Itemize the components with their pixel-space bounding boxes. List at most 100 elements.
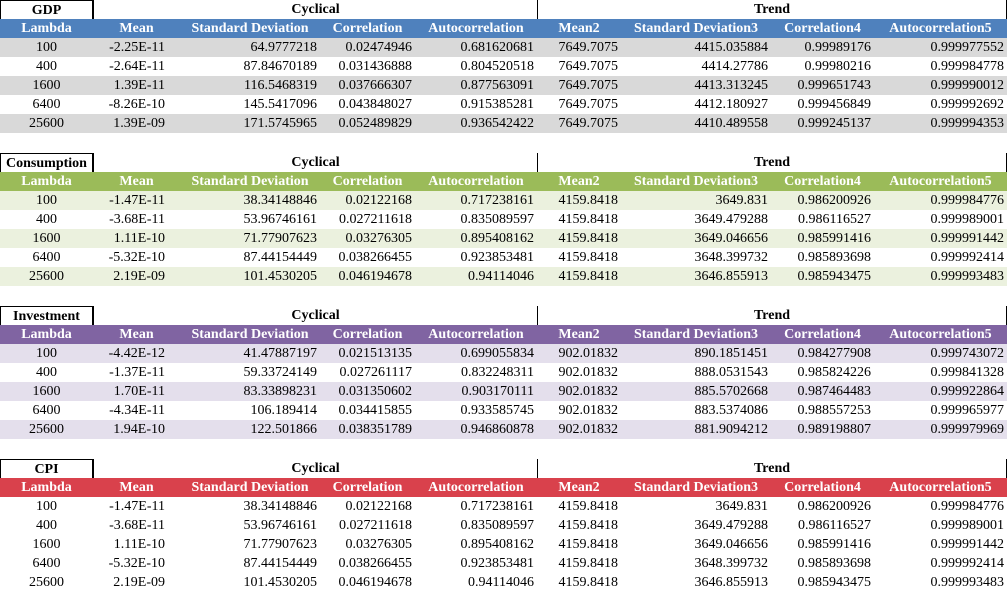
column-header[interactable]: Autocorrelation5: [889, 174, 992, 189]
table-cell[interactable]: 890.1851451: [694, 346, 769, 361]
table-cell[interactable]: 0.985991416: [797, 231, 872, 246]
table-cell[interactable]: 3649.479288: [694, 212, 769, 227]
column-header[interactable]: Correlation4: [784, 480, 861, 495]
table-cell[interactable]: 400: [36, 212, 57, 227]
table-cell[interactable]: 7649.7075: [558, 97, 619, 112]
table-cell[interactable]: 902.01832: [558, 422, 619, 437]
table-cell[interactable]: 0.034415855: [338, 403, 413, 418]
table-cell[interactable]: 0.99989176: [804, 40, 872, 55]
table-cell[interactable]: 2.19E-09: [113, 269, 165, 284]
table-cell[interactable]: -4.34E-11: [109, 403, 165, 418]
table-cell[interactable]: 53.96746161: [243, 518, 318, 533]
column-header[interactable]: Mean2: [558, 21, 600, 36]
column-header[interactable]: Lambda: [21, 21, 72, 36]
cpi-name-cell[interactable]: CPI: [0, 459, 93, 478]
table-cell[interactable]: 1.11E-10: [113, 231, 165, 246]
consumption-name-cell[interactable]: Consumption: [0, 153, 93, 172]
table-cell[interactable]: 0.037666307: [338, 78, 413, 93]
table-cell[interactable]: 0.031350602: [338, 384, 413, 399]
table-cell[interactable]: 0.835089597: [460, 212, 535, 227]
table-cell[interactable]: -2.64E-11: [109, 59, 165, 74]
table-cell[interactable]: 0.999977552: [930, 40, 1005, 55]
table-cell[interactable]: 64.9777218: [250, 40, 318, 55]
table-cell[interactable]: 0.03276305: [345, 537, 413, 552]
table-cell[interactable]: 0.877563091: [460, 78, 535, 93]
table-cell[interactable]: 3649.831: [715, 499, 769, 514]
table-cell[interactable]: 0.946860878: [460, 422, 535, 437]
table-cell[interactable]: 0.021513135: [338, 346, 413, 361]
table-cell[interactable]: 6400: [32, 403, 61, 418]
table-cell[interactable]: 0.043848027: [338, 97, 413, 112]
table-cell[interactable]: 0.999984776: [930, 499, 1005, 514]
table-cell[interactable]: 3648.399732: [694, 250, 769, 265]
table-cell[interactable]: 3646.855913: [694, 269, 769, 284]
table-cell[interactable]: 883.5374086: [694, 403, 769, 418]
column-header[interactable]: Standard Deviation: [191, 480, 309, 495]
table-cell[interactable]: 83.33898231: [243, 384, 318, 399]
table-cell[interactable]: -3.68E-11: [109, 212, 165, 227]
table-cell[interactable]: 0.999994353: [930, 116, 1005, 131]
column-header[interactable]: Lambda: [21, 327, 72, 342]
table-cell[interactable]: 0.999993483: [930, 269, 1005, 284]
table-cell[interactable]: 0.804520518: [460, 59, 535, 74]
column-header[interactable]: Autocorrelation5: [889, 480, 992, 495]
table-cell[interactable]: 145.5417096: [243, 97, 318, 112]
table-cell[interactable]: 4414.27786: [701, 59, 769, 74]
table-cell[interactable]: 116.5468319: [244, 78, 317, 93]
table-cell[interactable]: 0.02122168: [345, 193, 413, 208]
table-cell[interactable]: 4159.8418: [558, 193, 619, 208]
table-cell[interactable]: 0.989198807: [797, 422, 872, 437]
table-cell[interactable]: -2.25E-11: [109, 40, 165, 55]
table-cell[interactable]: 0.985824226: [797, 365, 872, 380]
table-cell[interactable]: -8.26E-10: [108, 97, 165, 112]
table-cell[interactable]: 0.717238161: [460, 499, 535, 514]
table-cell[interactable]: 0.986200926: [797, 499, 872, 514]
table-cell[interactable]: 100: [36, 499, 57, 514]
table-cell[interactable]: 0.835089597: [460, 518, 535, 533]
column-header[interactable]: Correlation4: [784, 327, 861, 342]
table-cell[interactable]: 0.038266455: [338, 556, 413, 571]
column-header[interactable]: Autocorrelation: [428, 21, 524, 36]
table-cell[interactable]: 0.999743072: [930, 346, 1005, 361]
table-cell[interactable]: 71.77907623: [243, 537, 318, 552]
column-header[interactable]: Mean: [119, 174, 154, 189]
table-cell[interactable]: 881.9094212: [694, 422, 769, 437]
table-cell[interactable]: 0.986116527: [798, 518, 871, 533]
column-header[interactable]: Correlation4: [784, 21, 861, 36]
table-cell[interactable]: 1.70E-11: [113, 384, 165, 399]
table-cell[interactable]: 0.02122168: [345, 499, 413, 514]
table-cell[interactable]: 6400: [32, 250, 61, 265]
column-header[interactable]: Correlation: [332, 480, 403, 495]
table-cell[interactable]: 885.5702668: [694, 384, 769, 399]
table-cell[interactable]: 7649.7075: [558, 59, 619, 74]
column-header[interactable]: Mean2: [558, 174, 600, 189]
table-cell[interactable]: 7649.7075: [558, 78, 619, 93]
column-header[interactable]: Correlation: [332, 327, 403, 342]
column-header[interactable]: Mean2: [558, 327, 600, 342]
table-cell[interactable]: 59.33724149: [243, 365, 318, 380]
table-cell[interactable]: 3646.855913: [694, 575, 769, 590]
table-cell[interactable]: 100: [36, 193, 57, 208]
table-cell[interactable]: 106.189414: [250, 403, 318, 418]
table-cell[interactable]: 400: [36, 365, 57, 380]
table-cell[interactable]: 902.01832: [558, 384, 619, 399]
table-cell[interactable]: 888.0531543: [694, 365, 769, 380]
table-cell[interactable]: 4410.489558: [694, 116, 769, 131]
table-cell[interactable]: 25600: [29, 116, 64, 131]
table-cell[interactable]: 400: [36, 59, 57, 74]
table-cell[interactable]: 87.44154449: [243, 556, 318, 571]
table-cell[interactable]: 0.923853481: [460, 250, 535, 265]
column-header[interactable]: Correlation: [332, 21, 403, 36]
table-cell[interactable]: 0.999991442: [930, 537, 1005, 552]
table-cell[interactable]: 4159.8418: [558, 212, 619, 227]
table-cell[interactable]: 6400: [32, 556, 61, 571]
table-cell[interactable]: 0.999245137: [797, 116, 872, 131]
table-cell[interactable]: 0.985943475: [797, 269, 872, 284]
column-header[interactable]: Standard Deviation3: [633, 174, 759, 189]
table-cell[interactable]: 0.027211618: [339, 518, 412, 533]
column-header[interactable]: Autocorrelation5: [889, 327, 992, 342]
table-cell[interactable]: 171.5745965: [243, 116, 318, 131]
table-cell[interactable]: 4159.8418: [558, 575, 619, 590]
table-cell[interactable]: 4159.8418: [558, 231, 619, 246]
table-cell[interactable]: 902.01832: [558, 365, 619, 380]
